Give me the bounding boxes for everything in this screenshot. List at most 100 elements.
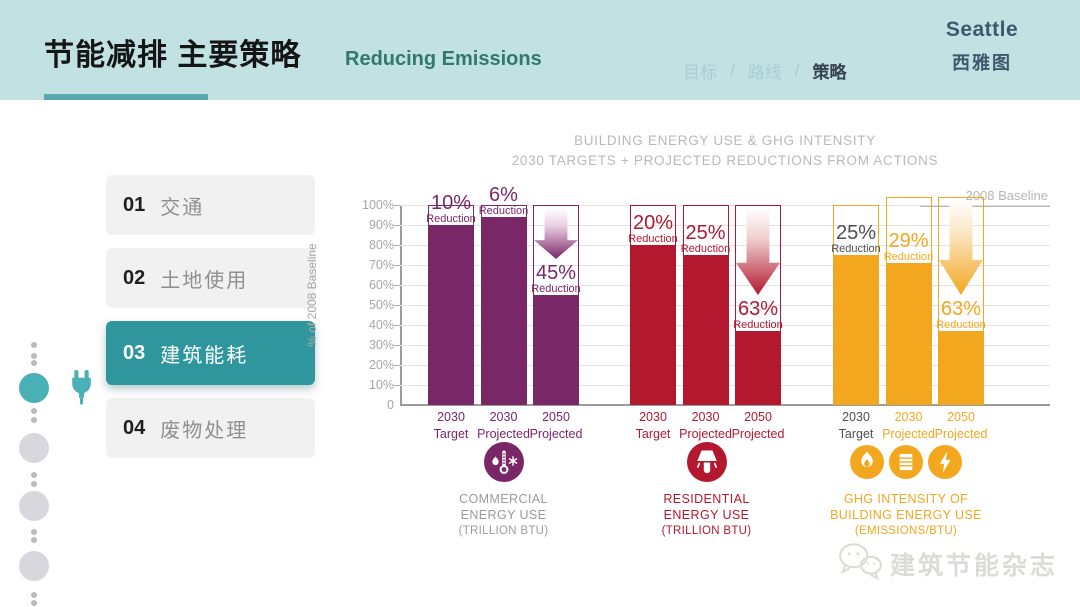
y-tick-mark: [394, 325, 400, 326]
bar-fill: [833, 255, 879, 405]
bar-column-residential-energy-use-2030-target: 20% Reduction: [628, 205, 678, 405]
bar-fill: [885, 263, 932, 405]
y-tick-mark: [394, 225, 400, 226]
reduction-label: 25% Reduction: [831, 222, 881, 255]
chart-subtitle: 2030 TARGETS + PROJECTED REDUCTIONS FROM…: [511, 153, 939, 168]
y-tick-label: 40%: [368, 318, 394, 332]
deco-small-dot: [31, 600, 37, 606]
x-tick-label: 2030 Projected: [679, 410, 732, 441]
bar-column-ghg-intensity-of-building-energy-use-2030-projected: 29% Reduction: [884, 197, 933, 405]
chart-title-block: BUILDING ENERGY USE & GHG INTENSITY 2030…: [400, 133, 1050, 168]
reduction-label: 10% Reduction: [426, 192, 476, 225]
sidebar-item-label: 土地使用: [160, 269, 249, 292]
y-axis: 100% 90% 80% 70% 60% 50% 40% 30% 20% 10% 0: [326, 198, 394, 412]
deco-active-circle: [19, 373, 49, 403]
y-tick-mark: [394, 265, 400, 266]
deco-small-dot: [31, 529, 37, 535]
bar-column-ghg-intensity-of-building-energy-use-2050-projected: 63% Reduction: [936, 197, 986, 405]
deco-small-dot: [31, 481, 37, 487]
sidebar-item-number: 03: [123, 341, 146, 364]
bar-fill: [735, 331, 781, 405]
sidebar-item-02[interactable]: 02 土地使用: [106, 248, 315, 308]
sidebar-item-label: 建筑能耗: [160, 344, 249, 367]
lamp-icon: [686, 442, 727, 482]
x-tick-label: 2030 Target: [635, 410, 671, 441]
page-title: 节能减排 主要策略: [44, 39, 302, 72]
y-tick-mark: [394, 285, 400, 286]
wechat-icon: [836, 541, 884, 586]
deco-small-dot: [31, 360, 37, 366]
deco-circle: [19, 551, 49, 581]
x-axis-line: [400, 404, 1050, 406]
reduction-label: 63% Reduction: [733, 298, 783, 331]
bar-fill: [938, 331, 984, 405]
reduction-label: 20% Reduction: [628, 212, 678, 245]
bar-fill: [630, 245, 676, 405]
sidebar-item-04[interactable]: 04 废物处理: [106, 398, 315, 458]
deco-small-dot: [31, 353, 37, 359]
reduction-label: 29% Reduction: [883, 230, 934, 263]
legend-icons: [612, 441, 802, 483]
y-tick-label: 30%: [368, 338, 394, 352]
sidebar-item-01[interactable]: 01 交通: [106, 175, 315, 235]
x-tick-label: 2030 Projected: [477, 410, 530, 441]
y-tick-label: 20%: [368, 358, 394, 372]
bar-column-commercial-energy-use-2030-target: 10% Reduction: [426, 193, 476, 405]
bar-fill: [428, 225, 474, 405]
x-tick-label: 2030 Target: [838, 410, 874, 441]
legend-text-line: BUILDING ENERGY USE: [830, 508, 982, 523]
header-band: 节能减排 主要策略 Reducing Emissions 目标 / 路线 / 策略 Se…: [0, 0, 1080, 100]
sidebar-item-03[interactable]: 03 建筑能耗: [106, 321, 315, 385]
sidebar-item-number: 02: [123, 266, 146, 289]
page-subtitle-en: Reducing Emissions: [345, 48, 542, 70]
bar-column-commercial-energy-use-2030-projected: 6% Reduction: [479, 185, 528, 405]
legend-text-line: ENERGY USE: [460, 508, 547, 523]
bar-column-ghg-intensity-of-building-energy-use-2030-target: 25% Reduction: [831, 205, 881, 405]
deco-small-dot: [31, 592, 37, 598]
lightning-icon: [928, 445, 962, 479]
baseline-label: 2008 Baseline: [965, 188, 1048, 203]
legend-text-line: GHG INTENSITY OF: [843, 492, 969, 506]
deco-small-dot: [31, 472, 37, 478]
plug-icon: [68, 370, 95, 410]
sidebar-item-label: 废物处理: [160, 419, 249, 442]
y-tick-mark: [394, 365, 400, 366]
baseline-line: [920, 205, 1050, 207]
x-tick-label: 2030 Projected: [882, 410, 935, 441]
reduction-label: 45% Reduction: [531, 262, 581, 295]
x-tick-label: 2030 Target: [433, 410, 469, 441]
breadcrumb-item-2[interactable]: 路线: [747, 63, 782, 82]
barrel-icon: [889, 445, 923, 479]
gridline: [400, 245, 1050, 246]
sidebar-item-number: 01: [123, 193, 146, 216]
y-tick-label: 90%: [368, 218, 394, 232]
deco-small-dot: [31, 537, 37, 543]
legend-unit: (EMISSIONS/BTU): [854, 524, 958, 537]
deco-circle: [19, 433, 49, 463]
sidebar-item-label: 交通: [160, 196, 205, 219]
breadcrumb-item-1[interactable]: 目标: [683, 63, 717, 82]
chart-title: BUILDING ENERGY USE & GHG INTENSITY: [574, 133, 876, 148]
legend-residential-energy-use: RESIDENTIAL ENERGY USE (TRILLION BTU): [612, 441, 802, 537]
x-axis-labels: 2030 Target 2030 Projected 2050 Projected 2030…: [400, 409, 1050, 449]
bar-column-residential-energy-use-2050-projected: 63% Reduction: [733, 205, 783, 405]
breadcrumb-separator: /: [794, 60, 800, 80]
x-tick-label: 2050 Projected: [934, 410, 988, 441]
deco-small-dot: [31, 342, 37, 348]
y-tick-mark: [394, 305, 400, 306]
bar-fill: [682, 255, 729, 405]
legend-text-line: ENERGY USE: [663, 508, 750, 523]
legend-unit: (TRILLION BTU): [458, 524, 549, 537]
reduction-label: 63% Reduction: [936, 298, 986, 331]
legend-unit: (TRILLION BTU): [661, 524, 752, 537]
y-tick-label: 0: [387, 398, 394, 412]
y-tick-label: 70%: [368, 258, 394, 272]
x-tick-label: 2050 Projected: [529, 410, 583, 441]
breadcrumb-item-3[interactable]: 策略: [812, 63, 847, 82]
watermark: 建筑节能杂志: [836, 541, 1058, 586]
reduction-label: 6% Reduction: [478, 184, 529, 217]
y-tick-mark: [394, 205, 400, 206]
legend-text-line: COMMERCIAL: [459, 492, 548, 506]
watermark-text: 建筑节能杂志: [890, 551, 1059, 580]
